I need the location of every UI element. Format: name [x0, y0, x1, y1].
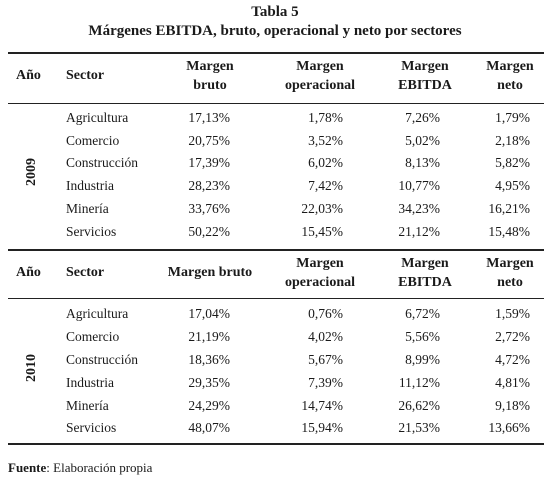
header-margen-operacional-l1: Margen [296, 256, 344, 271]
neto-cell: 16,21% [488, 201, 530, 216]
sector-cell: Industria [66, 375, 114, 390]
sector-cell: Agricultura [66, 306, 129, 321]
sector-cell: Construcción [66, 155, 138, 170]
ebitda-cell: 8,13% [405, 155, 440, 170]
bruto-cell: 17,13% [188, 110, 230, 125]
header-year: Año [16, 265, 41, 280]
ebitda-cell: 5,02% [405, 133, 440, 148]
oper-cell: 0,76% [308, 306, 343, 321]
oper-cell: 7,39% [308, 375, 343, 390]
bottom-rule [8, 443, 544, 445]
bruto-cell: 21,19% [188, 329, 230, 344]
sector-cell: Servicios [66, 420, 117, 435]
header-margen-neto-l1: Margen [486, 59, 534, 74]
oper-cell: 6,02% [308, 155, 343, 170]
neto-cell: 2,18% [495, 133, 530, 148]
neto-cell: 5,82% [495, 155, 530, 170]
header-margen-operacional-l2: operacional [285, 275, 355, 290]
header-margen-ebitda-l1: Margen [401, 256, 449, 271]
header-margen-ebitda-l1: Margen [401, 59, 449, 74]
bruto-cell: 33,76% [188, 201, 230, 216]
ebitda-cell: 21,53% [398, 420, 440, 435]
neto-cell: 4,81% [495, 375, 530, 390]
bruto-cell: 29,35% [188, 375, 230, 390]
header-margen-bruto-l2: bruto [193, 78, 227, 93]
bruto-cell: 24,29% [188, 398, 230, 413]
ebitda-cell: 8,99% [405, 352, 440, 367]
oper-cell: 15,45% [301, 224, 343, 239]
oper-cell: 7,42% [308, 178, 343, 193]
sector-cell: Comercio [66, 329, 120, 344]
neto-cell: 2,72% [495, 329, 530, 344]
header-year: Año [16, 68, 41, 83]
year-label-2010: 2010 [24, 354, 39, 382]
bruto-cell: 20,75% [188, 133, 230, 148]
neto-cell: 9,18% [495, 398, 530, 413]
ebitda-cell: 11,12% [398, 375, 440, 390]
bruto-cell: 28,23% [188, 178, 230, 193]
sector-cell: Agricultura [66, 110, 129, 125]
sector-cell: Comercio [66, 133, 120, 148]
ebitda-cell: 26,62% [398, 398, 440, 413]
neto-cell: 1,79% [495, 110, 530, 125]
header-margen-bruto: Margen bruto [167, 265, 253, 280]
oper-cell: 15,94% [301, 420, 343, 435]
bruto-cell: 17,04% [188, 306, 230, 321]
header-sector: Sector [66, 68, 105, 83]
header-margen-ebitda-l2: EBITDA [398, 78, 452, 93]
year-label-2009: 2009 [24, 158, 39, 186]
header-rule-2009 [8, 103, 544, 104]
bruto-cell: 50,22% [188, 224, 230, 239]
ebitda-cell: 7,26% [405, 110, 440, 125]
header-margen-neto-l2: neto [497, 78, 523, 93]
oper-cell: 4,02% [308, 329, 343, 344]
neto-cell: 15,48% [488, 224, 530, 239]
ebitda-cell: 5,56% [405, 329, 440, 344]
ebitda-cell: 10,77% [398, 178, 440, 193]
header-margen-ebitda-l2: EBITDA [398, 275, 452, 290]
neto-cell: 13,66% [488, 420, 530, 435]
source-footnote: Fuente: Elaboración propia [8, 460, 152, 476]
header-margen-neto-l2: neto [497, 275, 523, 290]
bruto-cell: 18,36% [188, 352, 230, 367]
oper-cell: 14,74% [301, 398, 343, 413]
header-margen-neto-l1: Margen [486, 256, 534, 271]
oper-cell: 5,67% [308, 352, 343, 367]
oper-cell: 1,78% [308, 110, 343, 125]
footnote-label: Fuente [8, 460, 47, 475]
header-margen-bruto-l1: Margen [186, 59, 234, 74]
oper-cell: 3,52% [308, 133, 343, 148]
top-rule [8, 52, 544, 54]
table-subtitle: Márgenes EBITDA, bruto, operacional y ne… [88, 23, 462, 39]
sector-cell: Servicios [66, 224, 117, 239]
ebitda-cell: 34,23% [398, 201, 440, 216]
sector-cell: Minería [66, 201, 109, 216]
bruto-cell: 17,39% [188, 155, 230, 170]
header-margen-operacional-l2: operacional [285, 78, 355, 93]
oper-cell: 22,03% [301, 201, 343, 216]
footnote-text: : Elaboración propia [46, 460, 153, 475]
bruto-cell: 48,07% [188, 420, 230, 435]
ebitda-cell: 21,12% [398, 224, 440, 239]
ebitda-cell: 6,72% [405, 306, 440, 321]
sector-cell: Construcción [66, 352, 138, 367]
sector-cell: Minería [66, 398, 109, 413]
header-margen-operacional-l1: Margen [296, 59, 344, 74]
neto-cell: 1,59% [495, 306, 530, 321]
block-separator-rule [8, 249, 544, 251]
neto-cell: 4,95% [495, 178, 530, 193]
neto-cell: 4,72% [495, 352, 530, 367]
header-sector: Sector [66, 265, 105, 280]
table-title: Tabla 5 [251, 4, 299, 20]
sector-cell: Industria [66, 178, 114, 193]
header-rule-2010 [8, 298, 544, 299]
